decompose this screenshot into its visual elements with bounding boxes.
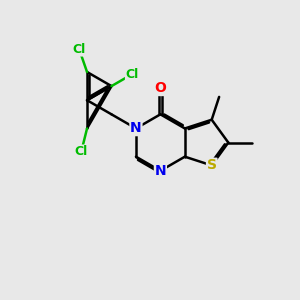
Text: O: O	[154, 81, 166, 95]
Text: S: S	[207, 158, 217, 172]
Text: Cl: Cl	[73, 43, 86, 56]
Text: Cl: Cl	[75, 145, 88, 158]
Text: N: N	[154, 164, 166, 178]
Text: N: N	[130, 122, 142, 136]
Text: Cl: Cl	[126, 68, 139, 81]
